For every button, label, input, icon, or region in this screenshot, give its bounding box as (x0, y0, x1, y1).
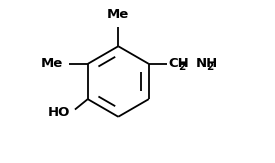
Text: CH: CH (168, 57, 189, 70)
Text: Me: Me (107, 8, 130, 21)
Text: NH: NH (196, 57, 218, 70)
Text: 2: 2 (178, 62, 185, 72)
Text: HO: HO (48, 106, 70, 119)
Text: Me: Me (41, 57, 63, 70)
Text: 2: 2 (206, 62, 213, 72)
